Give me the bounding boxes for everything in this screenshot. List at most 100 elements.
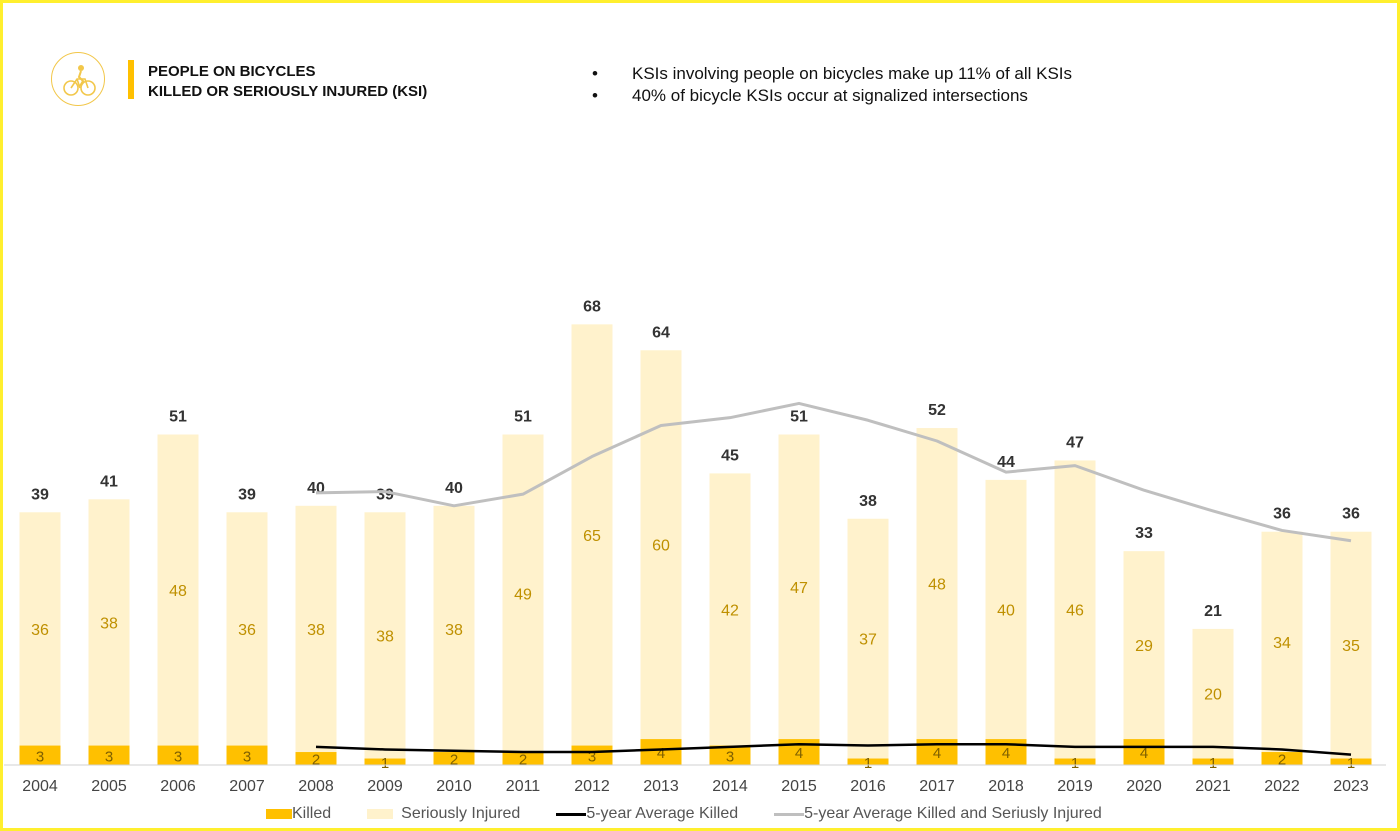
bar-seriously-injured — [226, 512, 268, 746]
data-label-killed: 3 — [243, 748, 251, 765]
data-label-seriously-injured: 35 — [1342, 638, 1360, 655]
bar-seriously-injured — [157, 434, 199, 746]
data-label-total: 64 — [652, 324, 670, 341]
x-tick-label: 2011 — [506, 778, 541, 795]
data-label-total: 38 — [859, 493, 877, 510]
bar-seriously-injured — [985, 479, 1027, 740]
data-label-total: 45 — [721, 447, 739, 464]
data-label-total: 51 — [169, 409, 187, 426]
data-label-killed: 3 — [588, 748, 596, 765]
bar-killed — [364, 758, 406, 765]
bar-killed — [1054, 758, 1096, 765]
legend-label: 5-year Average Killed — [586, 805, 739, 822]
data-label-seriously-injured: 60 — [652, 538, 670, 555]
bar-killed — [433, 752, 475, 765]
data-label-seriously-injured: 34 — [1273, 635, 1291, 652]
bar-seriously-injured — [433, 505, 475, 753]
data-label-seriously-injured: 49 — [514, 586, 532, 603]
data-label-killed: 1 — [1347, 755, 1355, 772]
x-tick-label: 2004 — [22, 778, 58, 795]
line-5yr-avg-ksi — [315, 401, 1352, 543]
bar-killed — [1330, 758, 1372, 765]
bar-killed — [295, 752, 337, 765]
data-label-seriously-injured: 36 — [238, 622, 256, 639]
data-label-total: 39 — [238, 486, 256, 503]
bar-killed — [19, 745, 61, 765]
data-label-total: 39 — [376, 486, 394, 503]
data-label-killed: 1 — [864, 755, 872, 772]
bar-seriously-injured — [847, 518, 889, 759]
data-label-killed: 4 — [933, 745, 941, 762]
data-label-seriously-injured: 37 — [859, 632, 877, 649]
data-label-total: 36 — [1273, 506, 1291, 523]
x-tick-label: 2020 — [1126, 778, 1162, 795]
bar-seriously-injured — [364, 512, 406, 759]
title-line-2: KILLED OR SERIOUSLY INJURED (KSI) — [148, 83, 428, 100]
data-label-total: 44 — [997, 454, 1015, 471]
bar-killed — [640, 739, 682, 765]
title-line-1: PEOPLE ON BICYCLES — [148, 63, 316, 80]
key-fact: 40% of bicycle KSIs occur at signalized … — [592, 85, 1072, 107]
data-label-total: 39 — [31, 486, 49, 503]
legend-label: Killed — [292, 805, 332, 822]
bar-seriously-injured — [640, 350, 682, 740]
bar-killed — [226, 745, 268, 765]
data-label-total: 40 — [445, 480, 463, 497]
data-label-seriously-injured: 29 — [1135, 638, 1153, 655]
data-label-seriously-injured: 38 — [100, 615, 118, 632]
bar-killed — [1192, 758, 1234, 765]
data-label-seriously-injured: 38 — [307, 622, 325, 639]
data-label-seriously-injured: 48 — [169, 583, 187, 600]
data-label-killed: 1 — [381, 755, 389, 772]
legend-item-seriously-injured: Seriously Injured — [367, 805, 520, 823]
bar-killed — [502, 752, 544, 765]
x-tick-label: 2012 — [574, 778, 610, 795]
bar-killed — [157, 745, 199, 765]
header-accent-bar — [128, 60, 134, 99]
bar-seriously-injured — [295, 505, 337, 753]
data-label-killed: 3 — [726, 748, 734, 765]
bar-seriously-injured — [88, 499, 130, 746]
data-label-total: 36 — [1342, 506, 1360, 523]
legend-swatch-avg-killed — [556, 812, 587, 816]
data-label-total: 47 — [1066, 434, 1084, 451]
x-tick-label: 2017 — [919, 778, 955, 795]
x-tick-label: 2023 — [1333, 778, 1369, 795]
bar-seriously-injured — [709, 473, 751, 746]
data-label-killed: 4 — [1002, 745, 1010, 762]
data-label-seriously-injured: 36 — [31, 622, 49, 639]
legend-swatch-seriously-injured — [367, 809, 394, 819]
data-label-killed: 2 — [312, 752, 320, 769]
bar-killed — [88, 745, 130, 765]
data-label-total: 21 — [1204, 603, 1222, 620]
data-label-killed: 2 — [1278, 752, 1286, 769]
bar-seriously-injured — [916, 428, 958, 740]
bar-seriously-injured — [1330, 531, 1372, 759]
bar-seriously-injured — [19, 512, 61, 746]
bicycle-icon — [51, 52, 105, 106]
x-tick-label: 2009 — [367, 778, 403, 795]
data-label-total: 51 — [514, 409, 532, 426]
x-tick-label: 2018 — [988, 778, 1024, 795]
x-tick-label: 2008 — [298, 778, 334, 795]
data-label-killed: 1 — [1071, 755, 1079, 772]
data-label-seriously-injured: 65 — [583, 528, 601, 545]
data-label-total: 51 — [790, 409, 808, 426]
bar-seriously-injured — [571, 324, 613, 746]
bar-killed — [1123, 739, 1165, 765]
data-label-killed: 2 — [519, 752, 527, 769]
data-label-total: 52 — [928, 402, 946, 419]
legend-item-killed: Killed — [266, 805, 331, 823]
data-label-killed: 4 — [1140, 745, 1148, 762]
bar-seriously-injured — [1261, 531, 1303, 753]
data-label-seriously-injured: 48 — [928, 577, 946, 594]
data-label-seriously-injured: 38 — [445, 622, 463, 639]
key-facts-list: KSIs involving people on bicycles make u… — [592, 63, 1072, 107]
legend-item-avg-killed: 5-year Average Killed — [556, 805, 738, 823]
data-label-seriously-injured: 42 — [721, 602, 739, 619]
x-tick-label: 2013 — [643, 778, 679, 795]
legend-swatch-avg-ksi — [774, 812, 805, 816]
data-label-killed: 1 — [1209, 755, 1217, 772]
x-tick-label: 2016 — [850, 778, 886, 795]
